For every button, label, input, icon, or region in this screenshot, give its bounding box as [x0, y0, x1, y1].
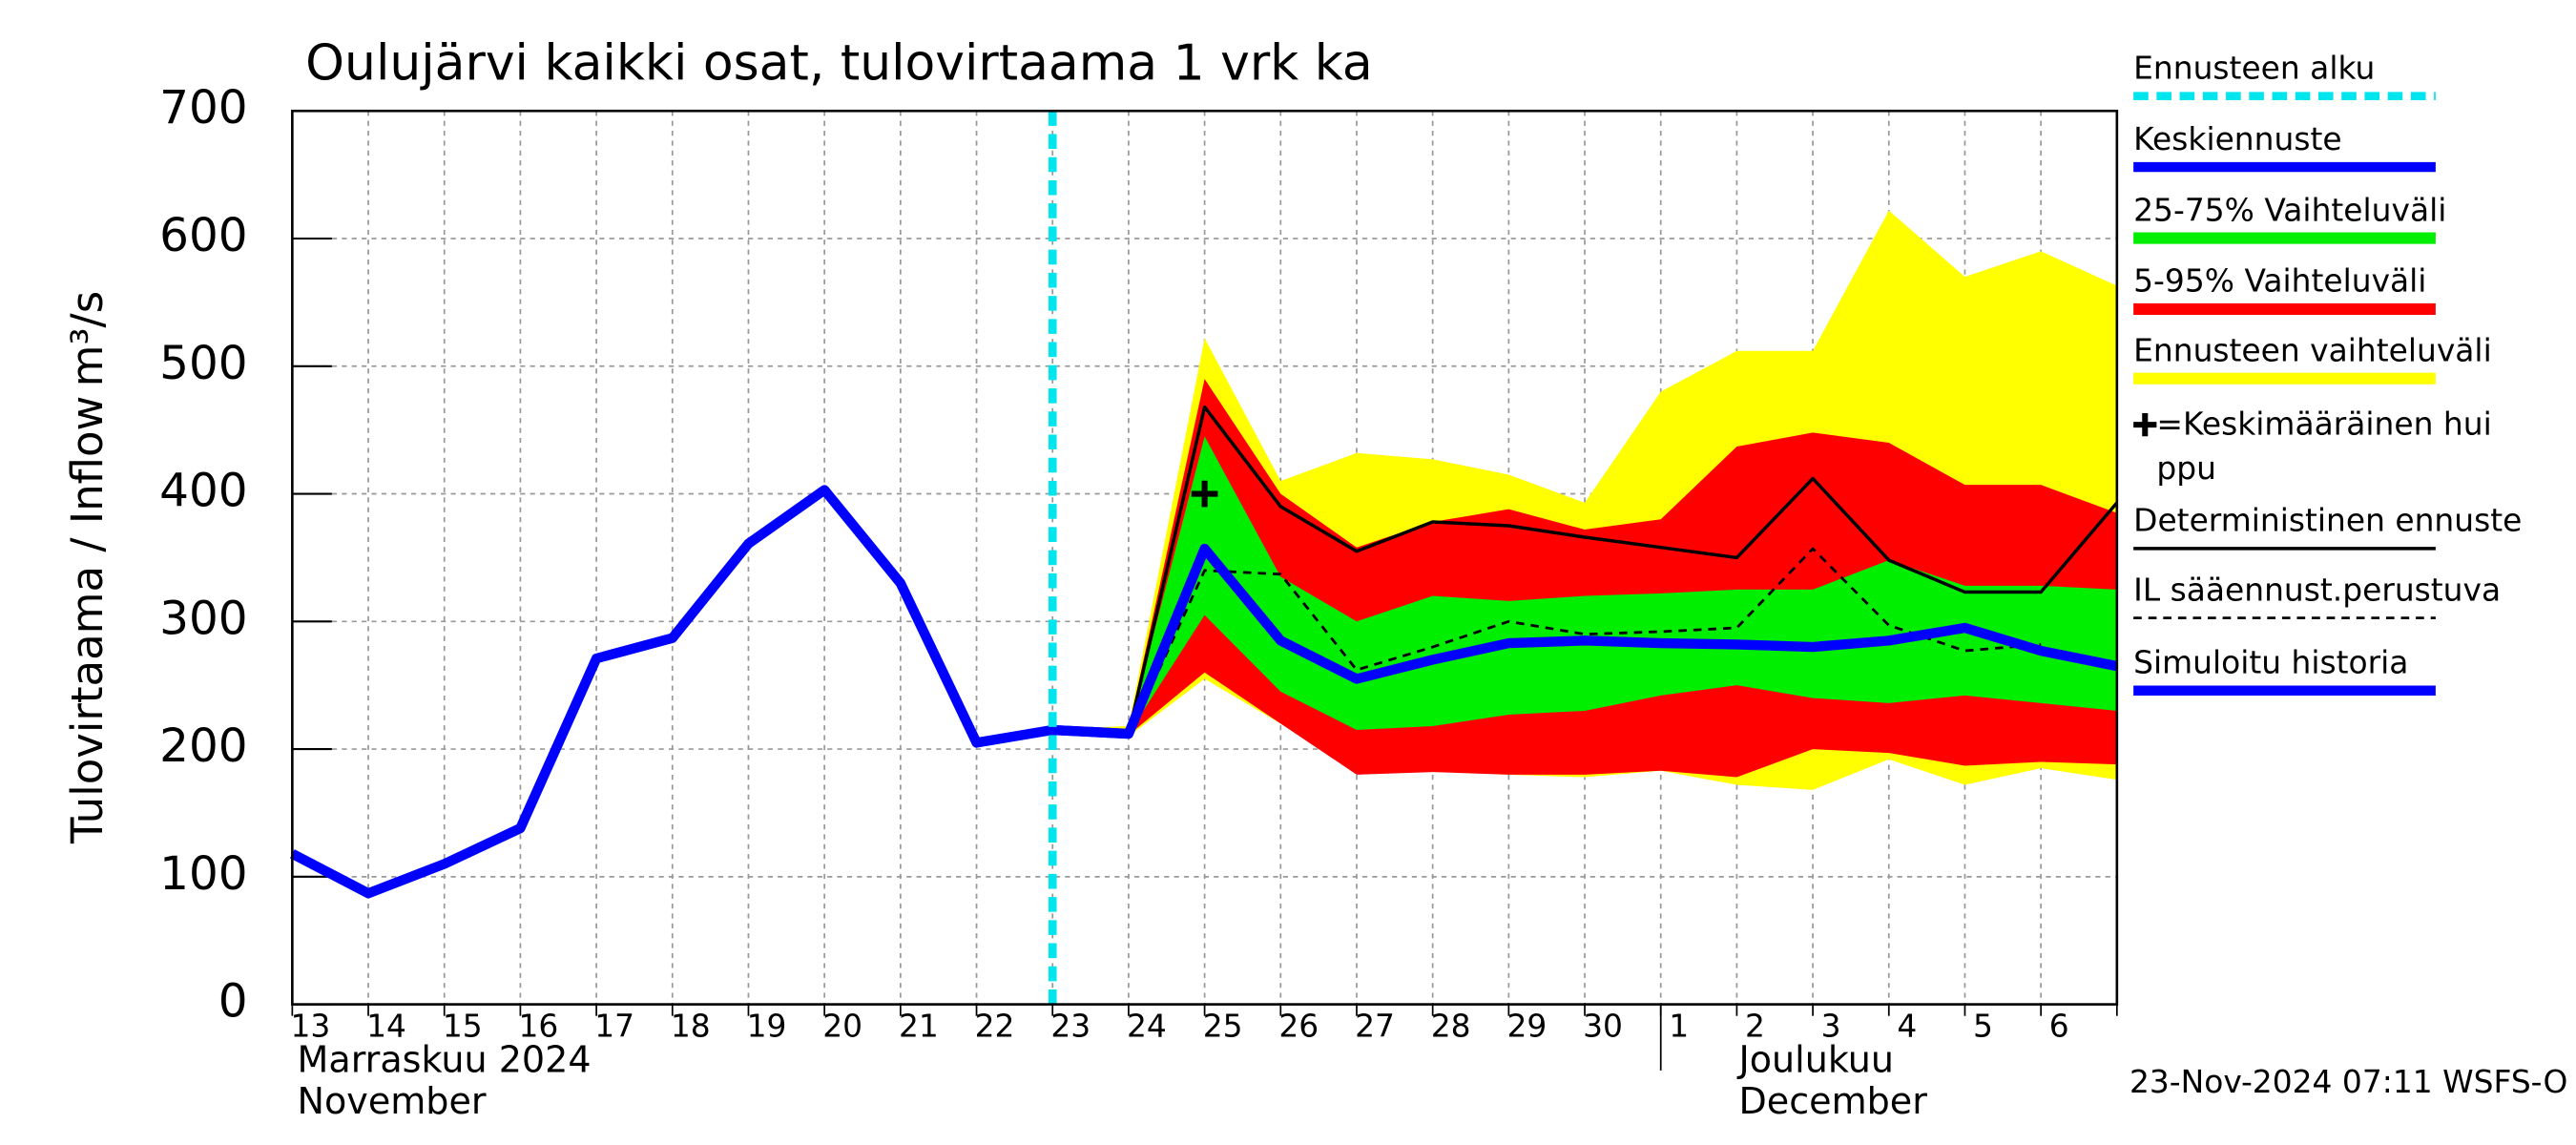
x-tick-label: 25 [1203, 1007, 1243, 1044]
month-label: Marraskuu 2024 [298, 1039, 592, 1081]
x-tick-label: 21 [899, 1007, 939, 1044]
x-tick-label: 27 [1355, 1007, 1395, 1044]
y-tick-label: 400 [159, 465, 247, 518]
x-tick-label: 22 [975, 1007, 1015, 1044]
legend-peak: =Keskimääräinen huippu [2156, 406, 2492, 488]
x-tick-label: 19 [747, 1007, 787, 1044]
footer: 23-Nov-2024 07:11 WSFS-O [2129, 1063, 2567, 1100]
y-tick-label: 200 [159, 719, 247, 773]
x-tick-label: 3 [1821, 1007, 1841, 1044]
x-tick-label: 18 [671, 1007, 711, 1044]
y-tick-label: 300 [159, 592, 247, 645]
x-tick-label: 6 [2049, 1007, 2069, 1044]
x-tick-label: 2 [1745, 1007, 1765, 1044]
x-tick-label: 29 [1506, 1007, 1547, 1044]
x-tick-label: 30 [1583, 1007, 1623, 1044]
y-axis-unit: m³/s [62, 291, 113, 386]
y-tick-label: 100 [159, 847, 247, 901]
legend-peak-symbol [2133, 412, 2157, 437]
legend-label: =Keskimääräinen huippu [2156, 406, 2492, 488]
legend-label: IL sääennust.perustuva [2133, 571, 2501, 608]
legend-label: Deterministinen ennuste [2133, 502, 2522, 539]
month-label: November [298, 1080, 487, 1122]
legend-label: Ennusteen vaihteluväli [2133, 331, 2492, 368]
x-tick-label: 20 [822, 1007, 862, 1044]
y-tick-label: 700 [159, 81, 247, 135]
peak-marker [1191, 480, 1218, 508]
x-tick-label: 13 [290, 1007, 330, 1044]
y-tick-label: 600 [159, 209, 247, 262]
x-tick-label: 16 [519, 1007, 559, 1044]
y-tick-label: 0 [218, 975, 248, 1029]
plot-area [289, 109, 2119, 1071]
x-tick-label: 14 [366, 1007, 406, 1044]
month-label: Joulukuu [1736, 1039, 1893, 1081]
month-label: December [1738, 1080, 1927, 1122]
x-tick-label: 17 [594, 1007, 634, 1044]
plot-frame [291, 109, 2119, 1006]
legend-label: 25-75% Vaihteluväli [2133, 191, 2446, 228]
legend-label: 5-95% Vaihteluväli [2133, 262, 2426, 300]
x-tick-label: 24 [1127, 1007, 1167, 1044]
series-line [289, 485, 1130, 899]
x-tick-label: 15 [443, 1007, 483, 1044]
x-tick-label: 1 [1669, 1007, 1689, 1044]
legend-label: Ennusteen alku [2133, 49, 2375, 86]
x-tick-label: 26 [1278, 1007, 1319, 1044]
x-tick-label: 4 [1897, 1007, 1917, 1044]
x-tick-label: 5 [1973, 1007, 1993, 1044]
x-tick-label: 23 [1050, 1007, 1091, 1044]
chart-title: Oulujärvi kaikki osat, tulovirtaama 1 vr… [305, 35, 1373, 93]
legend-label: Simuloitu historia [2133, 644, 2408, 681]
series-line [1051, 543, 2118, 739]
legend-label: Keskiennuste [2133, 120, 2341, 157]
y-axis-label: Tulovirtaama / Inflow [62, 396, 113, 844]
y-tick-label: 500 [159, 337, 247, 390]
x-tick-label: 28 [1431, 1007, 1471, 1044]
